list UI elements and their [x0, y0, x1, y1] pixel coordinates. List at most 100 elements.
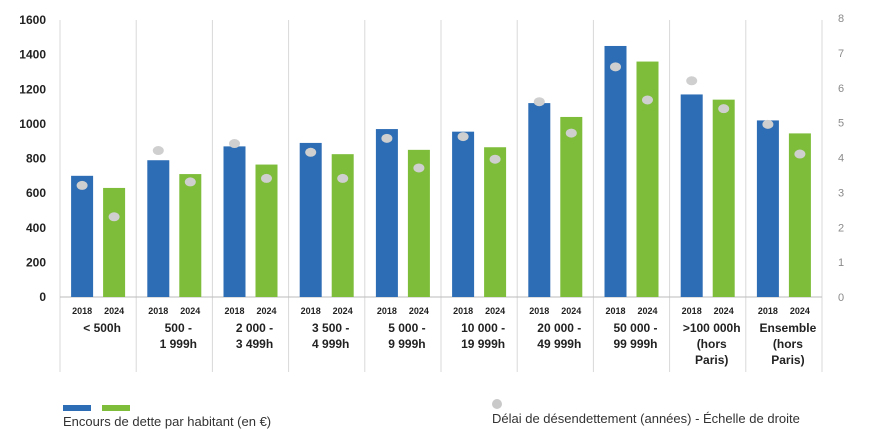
year-label: 2024 — [256, 306, 276, 316]
delay-point-2024 — [565, 128, 577, 138]
year-label: 2018 — [377, 306, 397, 316]
delay-point-2018 — [686, 76, 698, 86]
bar-2018 — [528, 103, 551, 297]
y-left-tick-label: 0 — [39, 290, 46, 304]
year-label: 2024 — [714, 306, 734, 316]
category-label: 3 499h — [236, 337, 273, 351]
legend-swatch-2018 — [63, 405, 91, 411]
delay-point-2018 — [152, 146, 164, 156]
bar-2018 — [604, 45, 627, 297]
category-label: < 500h — [83, 321, 121, 335]
category-label: Paris) — [695, 353, 728, 367]
year-label: 2024 — [485, 306, 505, 316]
y-right-tick-label: 7 — [838, 48, 844, 60]
year-label: 2018 — [682, 306, 702, 316]
bar-2018 — [147, 160, 170, 297]
year-label: 2024 — [180, 306, 200, 316]
delay-point-2024 — [642, 95, 653, 105]
legend-dot-swatch — [492, 399, 502, 409]
delay-point-2024 — [794, 149, 806, 159]
bar-2018 — [223, 146, 246, 297]
delay-point-2018 — [229, 139, 240, 149]
year-label: 2024 — [333, 306, 353, 316]
bar-2018 — [71, 175, 94, 297]
delay-point-2024 — [489, 154, 501, 164]
category-label: 50 000 - — [613, 321, 657, 335]
year-label: 2018 — [529, 306, 549, 316]
category-label: 9 999h — [388, 337, 425, 351]
category-label: 99 999h — [613, 337, 657, 351]
delay-point-2018 — [533, 97, 545, 107]
delay-point-2024 — [718, 104, 730, 114]
bar-2024 — [331, 154, 354, 297]
y-left-tick-label: 600 — [26, 186, 46, 200]
delay-point-2024 — [413, 163, 425, 173]
category-label: 10 000 - — [461, 321, 505, 335]
delay-point-2024 — [261, 173, 272, 183]
y-left-tick-label: 200 — [26, 255, 46, 269]
bar-2018 — [680, 94, 703, 297]
y-right-tick-label: 8 — [838, 13, 844, 25]
y-right-tick-label: 5 — [838, 118, 844, 130]
category-label: 49 999h — [537, 337, 581, 351]
year-label: 2018 — [758, 306, 778, 316]
bar-2018 — [452, 131, 475, 297]
year-label: 2018 — [453, 306, 473, 316]
y-right-tick-label: 4 — [838, 153, 844, 165]
bar-2024 — [636, 61, 659, 297]
bar-2024 — [103, 187, 126, 297]
delay-point-2018 — [610, 62, 621, 72]
y-left-tick-label: 1000 — [19, 117, 46, 131]
bar-2024 — [788, 133, 811, 297]
category-label: 4 999h — [312, 337, 349, 351]
year-label: 2024 — [637, 306, 657, 316]
category-label: (hors — [697, 337, 727, 351]
year-label: 2024 — [409, 306, 429, 316]
year-label: 2018 — [148, 306, 168, 316]
legend-bars-label: Encours de dette par habitant (en €) — [63, 414, 272, 429]
y-left-tick-label: 1400 — [19, 48, 46, 62]
bar-2024 — [407, 149, 430, 297]
year-label: 2018 — [72, 306, 92, 316]
delay-point-2018 — [76, 180, 88, 190]
delay-point-2024 — [108, 212, 120, 222]
legend-swatch-2024 — [102, 405, 130, 411]
category-label: 1 999h — [160, 337, 197, 351]
year-label: 2024 — [561, 306, 581, 316]
year-label: 2018 — [224, 306, 244, 316]
bar-2024 — [712, 99, 735, 297]
bar-2024 — [484, 147, 507, 297]
bar-2024 — [560, 116, 583, 297]
year-label: 2018 — [605, 306, 625, 316]
bar-2018 — [299, 142, 322, 297]
year-label: 2018 — [301, 306, 321, 316]
category-label: (hors — [773, 337, 803, 351]
bar-2024 — [255, 164, 278, 297]
delay-point-2018 — [305, 147, 317, 157]
delay-point-2018 — [457, 132, 469, 142]
category-label: 5 000 - — [388, 321, 425, 335]
y-left-tick-label: 1200 — [19, 82, 46, 96]
y-right-tick-label: 6 — [838, 83, 844, 95]
delay-point-2018 — [381, 133, 393, 143]
delay-point-2018 — [762, 119, 774, 129]
y-right-tick-label: 2 — [838, 222, 844, 234]
category-label: 3 500 - — [312, 321, 349, 335]
bar-2018 — [756, 120, 779, 297]
y-right-tick-label: 0 — [838, 292, 844, 304]
y-left-tick-label: 800 — [26, 152, 46, 166]
category-label: Ensemble — [760, 321, 817, 335]
category-label: 500 - — [165, 321, 192, 335]
delay-point-2024 — [337, 173, 349, 183]
category-label: 19 999h — [461, 337, 505, 351]
y-right-tick-label: 1 — [838, 257, 844, 269]
year-label: 2024 — [104, 306, 124, 316]
y-left-tick-label: 1600 — [19, 13, 46, 27]
y-left-tick-label: 400 — [26, 221, 46, 235]
category-label: 20 000 - — [537, 321, 581, 335]
category-label: 2 000 - — [236, 321, 273, 335]
y-right-tick-label: 3 — [838, 187, 844, 199]
bar-2018 — [375, 129, 398, 297]
delay-point-2024 — [184, 177, 196, 187]
